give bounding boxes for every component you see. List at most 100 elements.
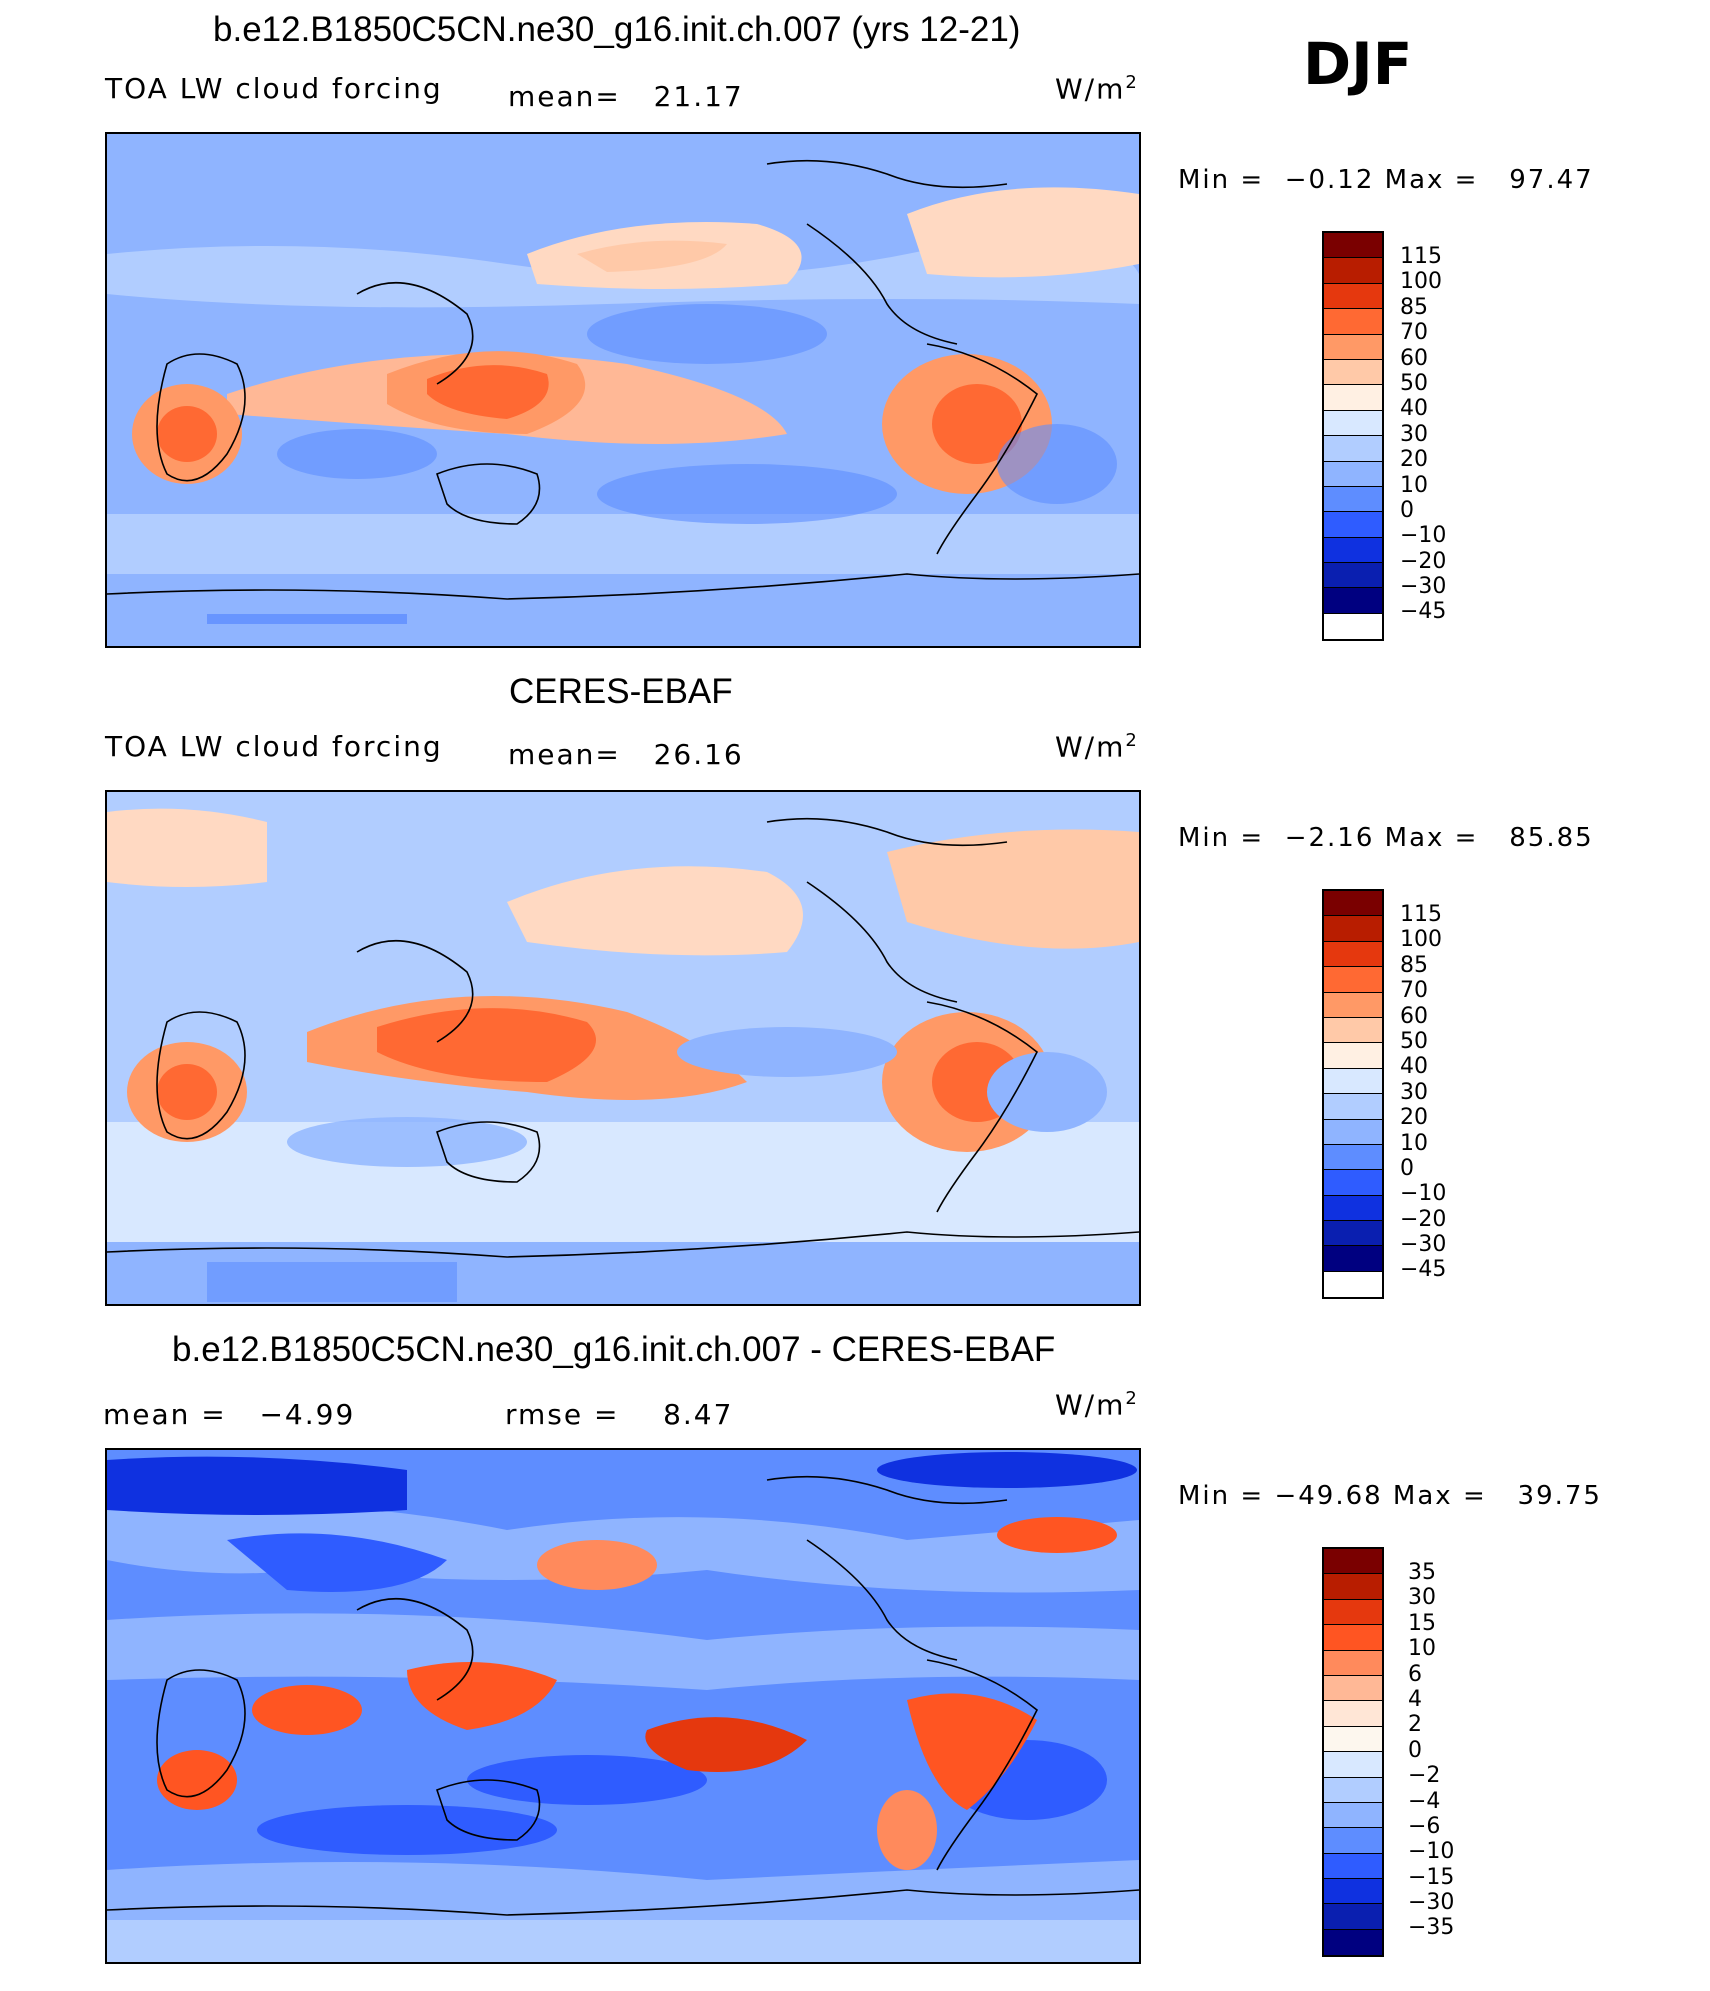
season-label: DJF	[1303, 30, 1413, 98]
colorbar-tick-label: −20	[1400, 548, 1447, 574]
panel-2-units-base: W/m	[1055, 730, 1126, 764]
panel-1-units-base: W/m	[1055, 72, 1126, 106]
colorbar-tick-label: −4	[1408, 1788, 1441, 1814]
colorbar-1-swatch	[1324, 563, 1382, 589]
colorbar-tick-label: 4	[1408, 1686, 1422, 1712]
panel-2-mean: mean= 26.16	[508, 738, 744, 771]
colorbar-tick-label: −30	[1400, 574, 1447, 600]
colorbar-tick-label: 30	[1400, 1079, 1428, 1105]
colorbar-tick-label: 85	[1400, 294, 1428, 320]
colorbar-tick-label: 100	[1400, 269, 1442, 295]
panel-2-map	[105, 790, 1141, 1306]
colorbar-tick-label: 115	[1400, 902, 1442, 927]
colorbar-2-swatch	[1324, 967, 1382, 993]
colorbar-2-swatch	[1324, 891, 1382, 917]
colorbar-1-swatch	[1324, 436, 1382, 462]
colorbar-tick-label: −2	[1408, 1763, 1441, 1789]
colorbar-tick-label: 10	[1408, 1636, 1436, 1662]
colorbar-tick-label: 100	[1400, 927, 1442, 953]
colorbar-2-swatch	[1324, 1068, 1382, 1095]
colorbar-3-swatch	[1324, 1701, 1382, 1727]
colorbar-2-swatch	[1324, 992, 1382, 1018]
colorbar-1-swatch	[1324, 283, 1382, 310]
colorbar-1-swatch	[1324, 258, 1382, 284]
colorbar-tick-label: 85	[1400, 952, 1428, 978]
colorbar-tick-label: 20	[1400, 447, 1428, 473]
panel-3-units: W/m2	[1055, 1388, 1139, 1421]
colorbar-3-swatch	[1324, 1879, 1382, 1905]
colorbar-tick-label: −45	[1400, 1257, 1447, 1283]
colorbar-1-swatch	[1324, 334, 1382, 360]
panel-3-title: b.e12.B1850C5CN.ne30_g16.init.ch.007 - C…	[172, 1330, 1056, 1369]
colorbar-tick-label: 60	[1400, 1003, 1428, 1029]
colorbar-2-swatch	[1324, 1221, 1382, 1247]
colorbar-tick-label: 70	[1400, 978, 1428, 1004]
panel-3-units-exponent: 2	[1125, 1388, 1139, 1409]
colorbar-tick-label: −35	[1408, 1915, 1455, 1941]
panel-2-title: CERES-EBAF	[509, 672, 733, 711]
panel-2-map-field	[107, 792, 1139, 1304]
colorbar-tick-label: 20	[1400, 1105, 1428, 1131]
colorbar-2-swatch	[1324, 1195, 1382, 1222]
colorbar-2-swatch	[1324, 1017, 1382, 1044]
colorbar-2-swatch	[1324, 1144, 1382, 1171]
colorbar-2-swatch	[1324, 1246, 1382, 1272]
colorbar-tick-label: 30	[1400, 421, 1428, 447]
colorbar-2-swatch	[1324, 1170, 1382, 1196]
colorbar-2-swatch	[1324, 1119, 1382, 1145]
panel-2-colorbar	[1322, 889, 1384, 1300]
colorbar-1-swatch	[1324, 614, 1382, 639]
panel-3-units-base: W/m	[1055, 1388, 1126, 1422]
colorbar-3-swatch	[1324, 1574, 1382, 1600]
colorbar-tick-label: 50	[1400, 1028, 1428, 1054]
panel-1-units-exponent: 2	[1125, 72, 1139, 93]
panel-1-colorbar	[1322, 231, 1384, 642]
colorbar-tick-label: 2	[1408, 1712, 1422, 1738]
colorbar-3-swatch	[1324, 1726, 1382, 1753]
panel-3-map	[105, 1448, 1141, 1964]
colorbar-tick-label: −45	[1400, 599, 1447, 625]
colorbar-3-swatch	[1324, 1904, 1382, 1930]
panel-2-units: W/m2	[1055, 730, 1139, 763]
colorbar-1-swatch	[1324, 486, 1382, 513]
panel-3-minmax: Min = −49.68 Max = 39.75	[1178, 1481, 1602, 1511]
colorbar-tick-label: −6	[1408, 1813, 1441, 1839]
panel-3-rmse: rmse = 8.47	[505, 1398, 734, 1431]
panel-1-map-field	[107, 134, 1139, 646]
panel-1-colorbar-labels: 115 100 85 70 60 50 40 30 20 10 0 −10 −2…	[1400, 244, 1446, 625]
panel-3-mean: mean = −4.99	[103, 1398, 356, 1431]
colorbar-2-swatch	[1324, 1094, 1382, 1120]
panel-3-map-field	[107, 1450, 1139, 1962]
colorbar-tick-label: 30	[1408, 1585, 1436, 1611]
colorbar-tick-label: 60	[1400, 345, 1428, 371]
colorbar-tick-label: 10	[1400, 1130, 1428, 1156]
panel-2-colorbar-labels: 115 100 85 70 60 50 40 30 20 10 0 −10 −2…	[1400, 902, 1446, 1283]
colorbar-tick-label: 15	[1408, 1610, 1436, 1636]
colorbar-3-swatch	[1324, 1625, 1382, 1651]
colorbar-3-swatch	[1324, 1549, 1382, 1575]
colorbar-tick-label: −10	[1408, 1839, 1455, 1865]
colorbar-tick-label: 40	[1400, 1054, 1428, 1080]
panel-1-units: W/m2	[1055, 72, 1139, 105]
panel-1-minmax: Min = −0.12 Max = 97.47	[1178, 165, 1594, 195]
colorbar-1-swatch	[1324, 512, 1382, 538]
colorbar-tick-label: 0	[1400, 497, 1414, 523]
colorbar-1-swatch	[1324, 233, 1382, 259]
colorbar-tick-label: −30	[1408, 1890, 1455, 1916]
colorbar-2-swatch	[1324, 941, 1382, 968]
colorbar-tick-label: 35	[1408, 1560, 1436, 1585]
colorbar-1-swatch	[1324, 588, 1382, 614]
panel-3-colorbar-labels: 35 30 15 10 6 4 2 0 −2 −4 −6 −10 −15 −30…	[1408, 1560, 1454, 1941]
panel-1-map	[105, 132, 1141, 648]
panel-1-variable-label: TOA LW cloud forcing	[105, 72, 443, 105]
colorbar-tick-label: −15	[1408, 1864, 1455, 1890]
colorbar-3-swatch	[1324, 1929, 1382, 1956]
colorbar-2-swatch	[1324, 916, 1382, 942]
colorbar-3-swatch	[1324, 1650, 1382, 1676]
colorbar-tick-label: −30	[1400, 1232, 1447, 1258]
colorbar-tick-label: 6	[1408, 1661, 1422, 1687]
colorbar-tick-label: 50	[1400, 370, 1428, 396]
colorbar-2-swatch	[1324, 1272, 1382, 1297]
colorbar-3-swatch	[1324, 1853, 1382, 1880]
colorbar-tick-label: 40	[1400, 396, 1428, 422]
